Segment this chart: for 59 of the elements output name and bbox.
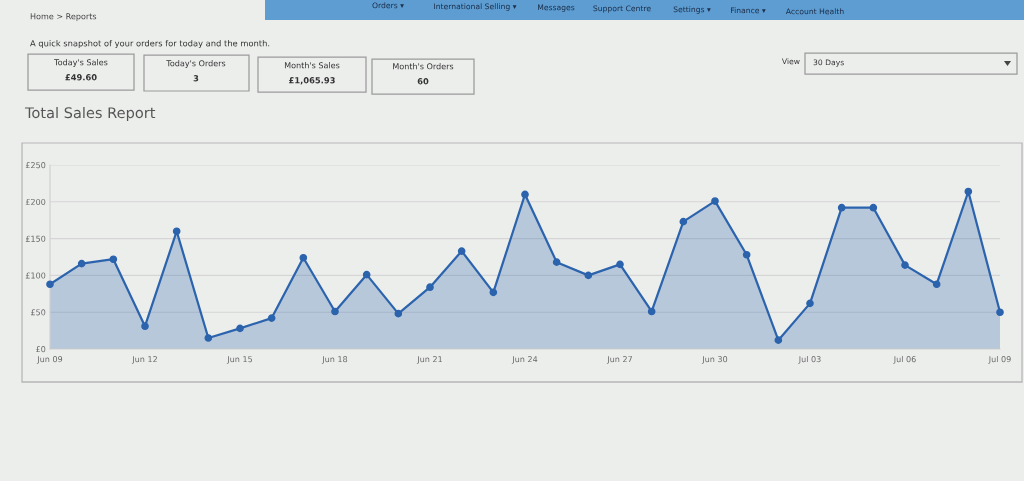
point	[457, 247, 466, 255]
point	[77, 259, 86, 268]
point	[552, 258, 561, 266]
y-tick-label: £150	[25, 235, 46, 242]
y-tick-label: £100	[25, 272, 46, 279]
point	[679, 217, 688, 226]
text: 3	[193, 75, 199, 82]
x-tick-label: Jul 06	[893, 355, 916, 364]
point	[806, 299, 814, 308]
text: Today's Sales	[54, 59, 108, 67]
x-tick-label: Jun 15	[226, 356, 252, 364]
point	[299, 253, 308, 262]
x-tick-label: Jul 03	[798, 355, 821, 364]
point	[489, 288, 498, 297]
point	[204, 334, 213, 342]
y-tick-label: £200	[25, 198, 46, 205]
point	[426, 283, 434, 291]
point	[141, 322, 149, 331]
point	[901, 261, 909, 269]
text: Home > Reports	[30, 13, 97, 21]
point	[932, 280, 941, 289]
point	[869, 203, 878, 212]
text: Month's Sales	[284, 62, 340, 69]
x-tick-label: Jun 12	[131, 356, 157, 364]
x-tick-label: Jul 09	[988, 355, 1011, 364]
point	[742, 250, 751, 259]
text: Today's Orders	[166, 60, 226, 68]
text: Month's Orders	[393, 63, 454, 70]
point	[584, 271, 593, 280]
point	[267, 314, 276, 322]
point	[172, 227, 181, 236]
x-tick-label: Jun 27	[606, 356, 633, 364]
point	[711, 197, 719, 205]
x-tick-label: Jun 09	[36, 356, 63, 364]
y-tick-label: £0	[36, 346, 46, 353]
point	[394, 309, 403, 318]
chart-subtitle: A quick snapshot of your orders for today and the month.	[30, 39, 270, 49]
point	[774, 336, 783, 344]
point	[964, 187, 973, 196]
text: 60	[417, 78, 429, 85]
x-tick-label: Jun 24	[511, 356, 538, 364]
point	[362, 270, 371, 279]
point	[996, 308, 1004, 317]
x-tick-label: Jun 18	[321, 356, 348, 364]
point	[236, 324, 244, 333]
point	[331, 307, 339, 316]
point	[616, 260, 624, 269]
point	[46, 280, 54, 289]
chart-title: Total Sales Report	[24, 106, 156, 122]
point	[837, 203, 846, 212]
y-tick-label: £250	[25, 162, 46, 169]
x-tick-label: Jun 30	[701, 356, 728, 364]
text: £49.60	[65, 74, 97, 81]
x-tick-label: Jun 21	[416, 356, 442, 364]
y-tick-label: £50	[30, 309, 46, 316]
point	[647, 307, 656, 316]
text: £1,065.93	[289, 77, 335, 85]
point	[109, 255, 118, 264]
point	[521, 190, 529, 199]
